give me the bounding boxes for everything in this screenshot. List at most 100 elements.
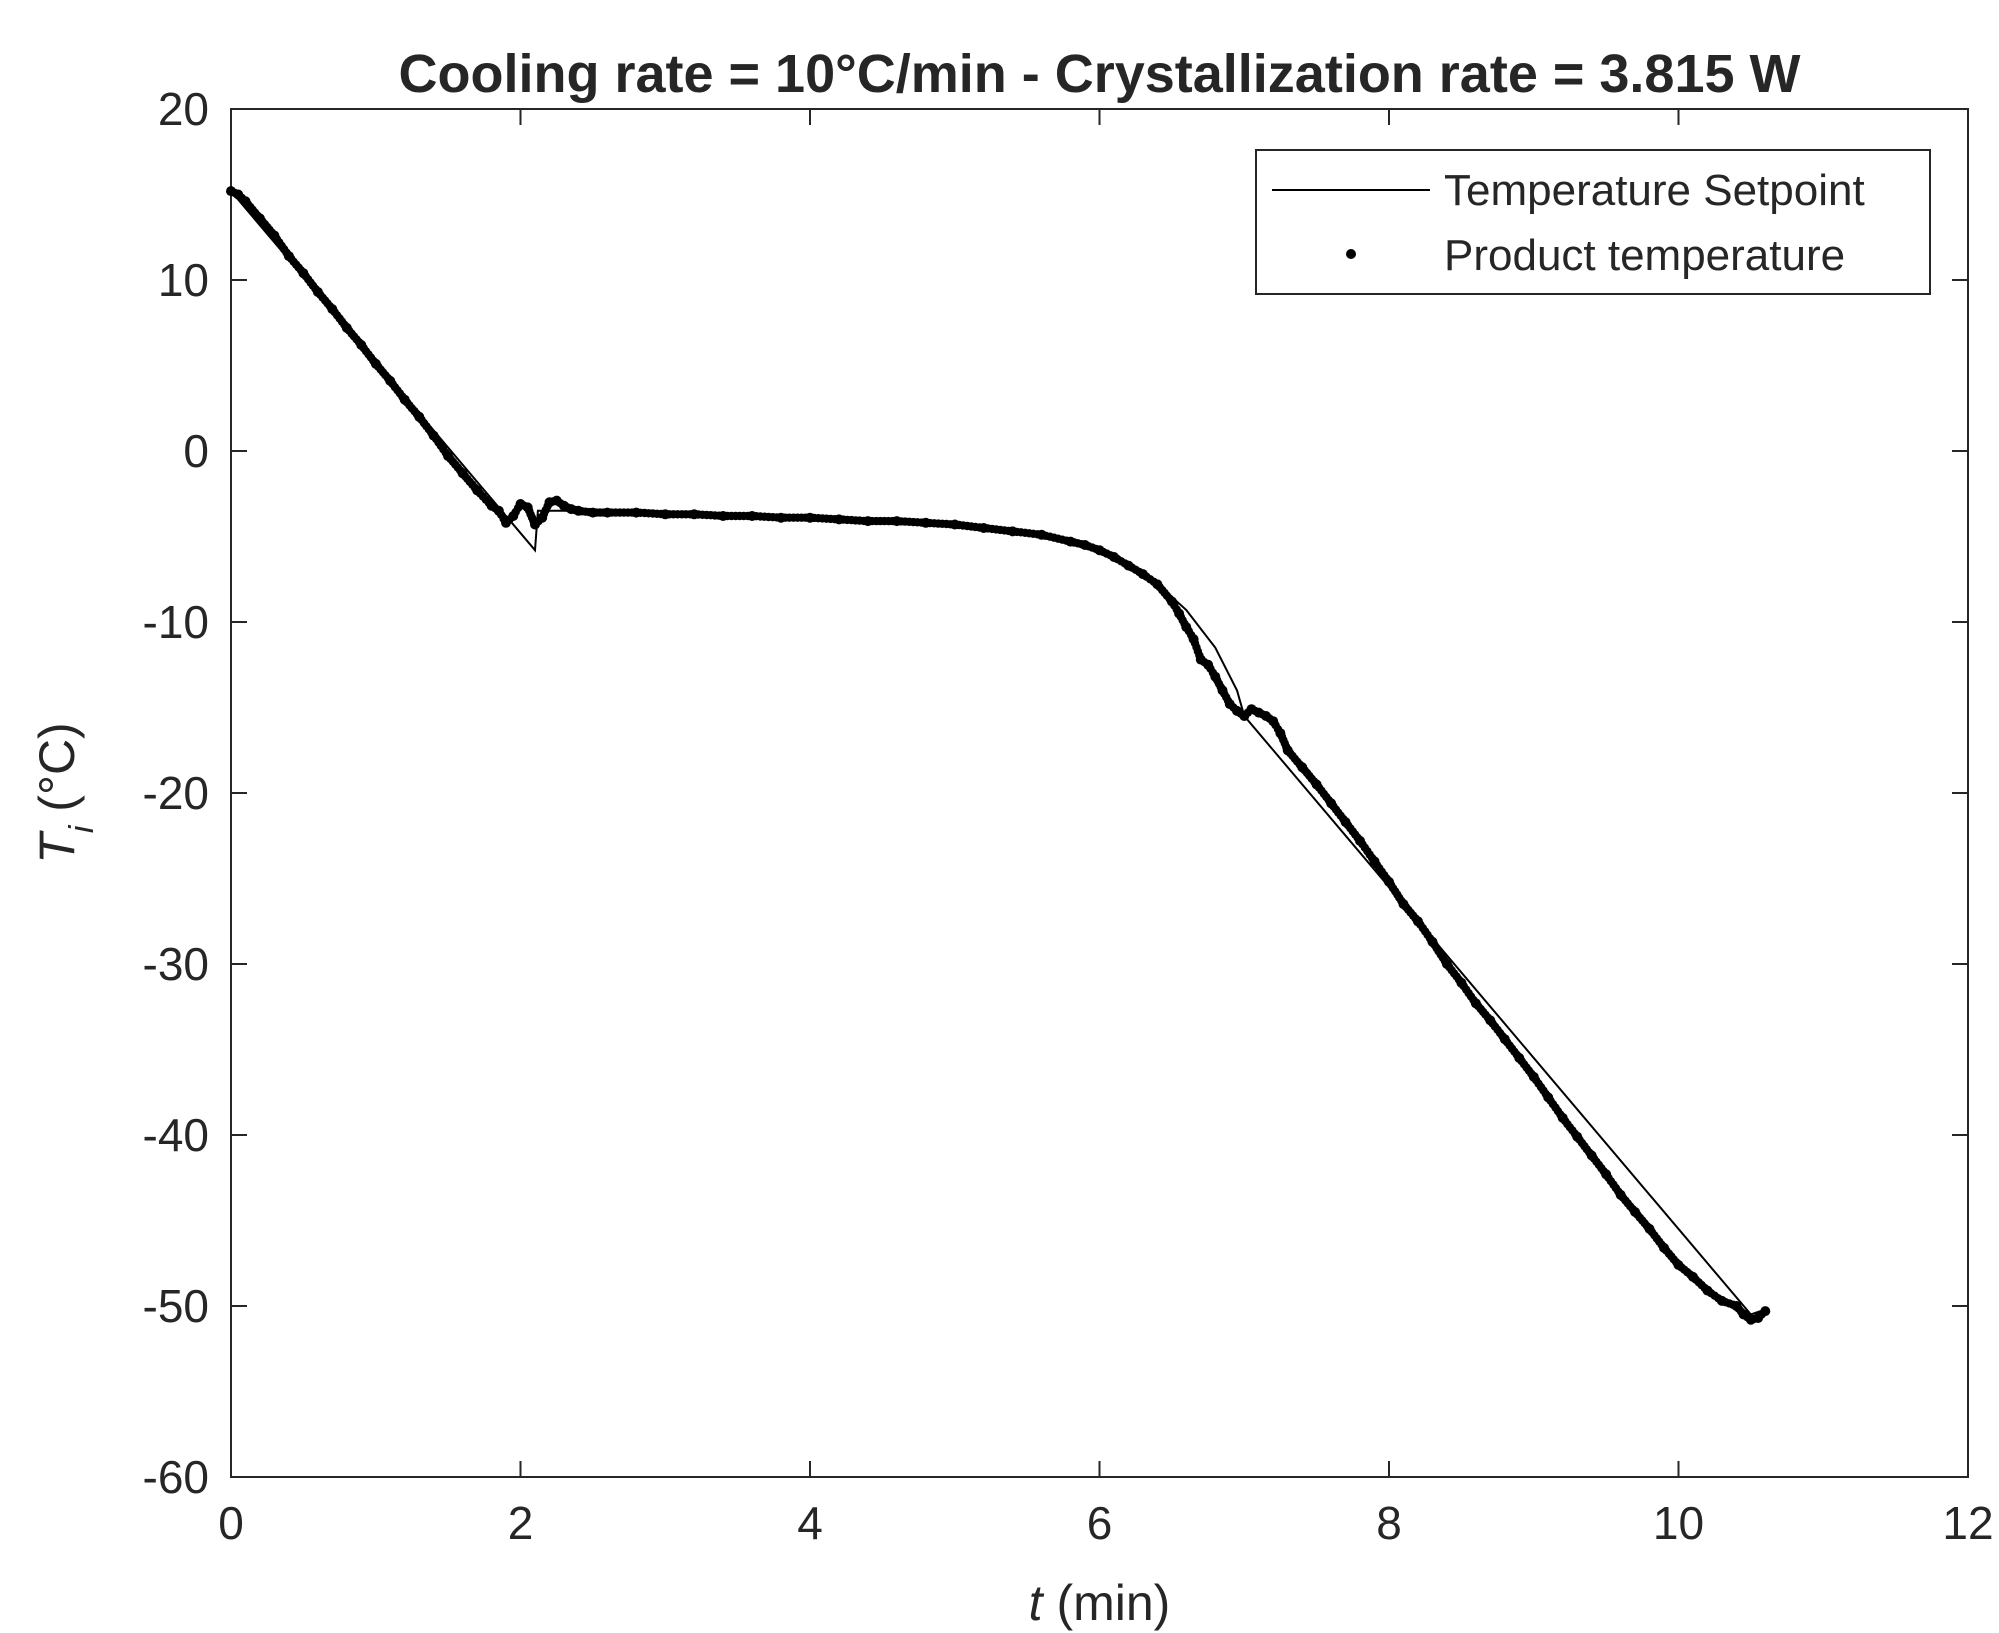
- product-temperature-point: [1599, 1167, 1608, 1176]
- product-temperature-point: [1282, 742, 1291, 751]
- product-temperature-point: [1180, 619, 1189, 628]
- legend-label-product: Product temperature: [1444, 231, 1845, 280]
- product-temperature-point: [1236, 709, 1245, 718]
- y-tick-label: -60: [143, 1451, 209, 1503]
- product-temperature-point: [1685, 1270, 1695, 1279]
- product-temperature-point: [772, 513, 782, 522]
- product-temperature-point: [1208, 668, 1218, 677]
- legend-product-marker-sample: [1346, 249, 1356, 259]
- product-temperature-point: [1243, 708, 1253, 717]
- product-temperature-point: [743, 511, 753, 521]
- legend-box: [1255, 149, 1931, 295]
- product-temperature-point: [1556, 1110, 1565, 1119]
- y-tick-labels: 20 10 0 -10 -20 -30 -40 -50 -60: [143, 83, 209, 1503]
- x-tick-label: 2: [508, 1497, 534, 1549]
- product-temperature-point: [563, 503, 572, 512]
- product-temperature-point: [685, 510, 695, 519]
- product-temperature-point: [325, 302, 335, 311]
- product-temperature-point: [1642, 1222, 1652, 1231]
- product-temperature-point: [656, 509, 666, 519]
- product-temperature-point: [383, 373, 392, 383]
- product-temperature-point: [1527, 1069, 1536, 1078]
- product-temperature-point: [548, 497, 558, 506]
- product-temperature-point: [1750, 1314, 1759, 1324]
- product-temperature-point: [340, 320, 349, 329]
- product-temperature-point: [1700, 1283, 1709, 1293]
- product-temperature-point: [456, 466, 465, 475]
- product-temperature-point: [1728, 1300, 1738, 1309]
- product-temperature-point: [1743, 1312, 1752, 1322]
- product-temperature-point: [1195, 651, 1204, 660]
- product-temperature-point: [1585, 1148, 1594, 1157]
- y-tick-label: -20: [143, 767, 209, 819]
- product-temperature-point: [1229, 703, 1238, 712]
- product-temperature-point: [441, 448, 450, 457]
- y-tick-label: -40: [143, 1109, 209, 1161]
- product-temperature-point: [1570, 1129, 1580, 1138]
- y-tick-label: 10: [158, 254, 209, 306]
- chart-title: Cooling rate = 10°C/min - Crystallizatio…: [399, 44, 1801, 104]
- product-temperature-point: [491, 504, 500, 513]
- y-tick-label: 0: [183, 425, 209, 477]
- x-axis-label: t (min): [1029, 1575, 1171, 1631]
- x-tick-label: 10: [1653, 1497, 1704, 1549]
- product-temperature-point: [1425, 934, 1435, 943]
- axis-ticks: [230, 108, 1969, 1478]
- legend-label-setpoint: Temperature Setpoint: [1444, 166, 1865, 215]
- product-temperature-point: [1172, 605, 1181, 614]
- product-temperature-point: [946, 520, 955, 529]
- product-temperature-point: [1120, 559, 1130, 568]
- y-tick-label: 20: [158, 83, 209, 135]
- product-temperature-point: [484, 498, 493, 507]
- y-axis-unit: (°C): [29, 722, 85, 825]
- product-temperature-point: [311, 284, 320, 293]
- product-temperature-point: [1512, 1050, 1522, 1060]
- product-temperature-point: [917, 518, 926, 527]
- y-tick-label: -10: [143, 596, 209, 648]
- product-temperature-point: [1216, 682, 1225, 692]
- product-temperature-point: [1091, 544, 1101, 554]
- product-temperature-point: [1714, 1294, 1723, 1303]
- product-temperature-point: [543, 501, 552, 511]
- product-temperature-point: [1062, 536, 1071, 545]
- product-temperature-point: [354, 337, 364, 347]
- series-product-dense-trace: [230, 188, 1766, 1324]
- product-temperature-point: [1367, 853, 1377, 863]
- y-axis-subscript: i: [63, 824, 101, 833]
- product-temperature-point: [1737, 1307, 1746, 1316]
- product-temperature-point: [1339, 814, 1348, 824]
- product-temperature-point: [585, 507, 594, 517]
- product-temperature-point: [1353, 833, 1362, 842]
- x-tick-label: 0: [218, 1497, 244, 1549]
- product-temperature-point: [801, 513, 811, 522]
- product-temperature-point: [1757, 1310, 1766, 1319]
- product-temperature-point: [1077, 540, 1086, 549]
- product-temperature-point: [253, 211, 262, 220]
- x-tick-label: 8: [1376, 1497, 1402, 1549]
- x-tick-label: 6: [1087, 1497, 1113, 1549]
- product-temperature-point: [1187, 630, 1196, 640]
- product-temperature-point: [1258, 710, 1267, 719]
- product-temperature-point: [859, 516, 868, 526]
- product-temperature-point: [570, 505, 579, 515]
- product-temperature-point: [296, 266, 306, 275]
- product-temperature-point: [1273, 725, 1283, 734]
- product-temperature-point: [1541, 1089, 1551, 1099]
- y-tick-label: -50: [143, 1280, 209, 1332]
- product-temperature-point: [1397, 896, 1406, 906]
- product-temperature-point: [1310, 777, 1319, 786]
- product-temperature-point: [237, 193, 247, 203]
- product-temperature-point: [412, 409, 421, 419]
- product-temperature-point: [505, 515, 514, 524]
- product-temperature-point: [1223, 696, 1233, 705]
- plot-area: [230, 108, 1969, 1478]
- product-temperature-point: [1657, 1240, 1666, 1249]
- y-tick-label: -30: [143, 938, 209, 990]
- x-tick-label: 4: [797, 1497, 823, 1549]
- product-temperature-point: [230, 188, 239, 197]
- product-temperature-point: [1440, 956, 1450, 965]
- product-temperature-point: [1483, 1013, 1493, 1022]
- product-temperature-point: [1498, 1031, 1507, 1041]
- product-temperature-point: [1265, 714, 1274, 723]
